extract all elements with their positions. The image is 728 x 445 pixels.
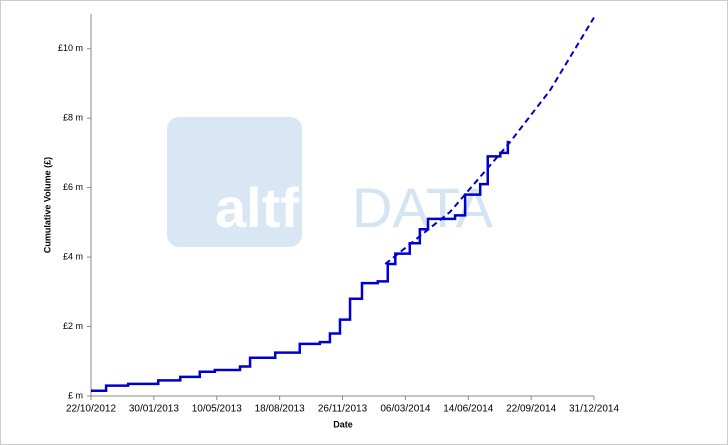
x-tick-label: 18/08/2013 xyxy=(255,404,305,415)
series-line xyxy=(384,16,595,265)
y-tick-label: £4 m xyxy=(63,251,83,261)
x-tick-label: 22/09/2014 xyxy=(506,404,556,415)
x-tick-label: 06/03/2014 xyxy=(380,404,430,415)
y-tick-label: £2 m xyxy=(63,321,83,331)
watermark-logo xyxy=(167,117,302,247)
x-axis-title: Date xyxy=(333,419,353,429)
x-tick-label: 10/05/2013 xyxy=(192,404,242,415)
y-tick-label: £10 m xyxy=(58,43,83,53)
watermark-text: altfi xyxy=(215,176,315,239)
series-line xyxy=(91,140,510,393)
y-axis-title: Cumulative Volume (£) xyxy=(42,157,52,253)
x-tick-label: 14/06/2014 xyxy=(443,404,493,415)
x-tick-label: 30/01/2013 xyxy=(129,404,179,415)
y-tick-label: £8 m xyxy=(63,113,83,123)
x-tick-label: 26/11/2013 xyxy=(318,404,368,415)
y-tick-label: £ m xyxy=(68,390,83,400)
x-tick-label: 22/10/2012 xyxy=(66,404,116,415)
y-tick-label: £6 m xyxy=(63,182,83,192)
x-tick-label: 31/12/2014 xyxy=(569,404,619,415)
